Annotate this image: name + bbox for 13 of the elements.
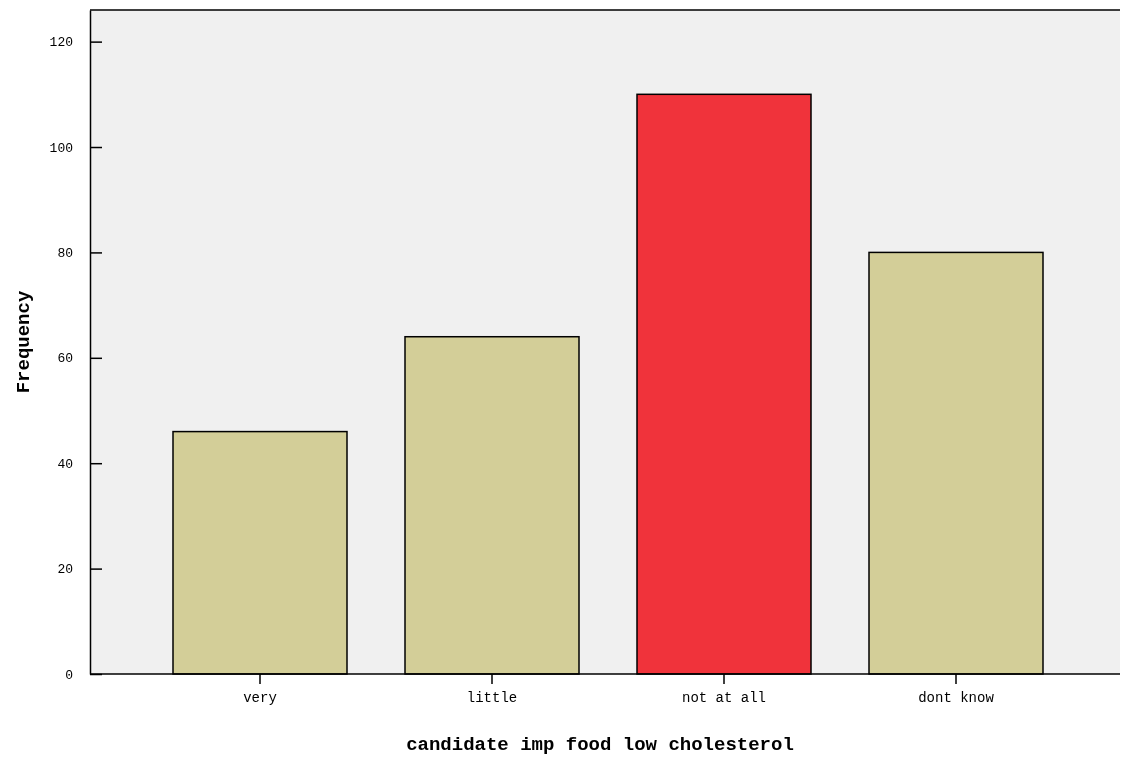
y-tick-label: 20 — [57, 562, 73, 578]
x-tick-label: little — [466, 690, 518, 707]
y-tick-label: 80 — [57, 246, 73, 262]
y-axis-title: Frequency — [13, 290, 35, 394]
x-tick-label: dont know — [918, 690, 995, 707]
x-tick-label: very — [243, 690, 277, 707]
y-tick-label: 60 — [57, 351, 73, 367]
y-tick-label: 40 — [57, 456, 73, 472]
x-tick-label: not at all — [681, 690, 767, 707]
y-tick-label: 120 — [49, 35, 73, 51]
y-tick-label: 0 — [65, 667, 73, 683]
x-axis-title: candidate imp food low cholesterol — [406, 734, 794, 756]
y-tick-label: 100 — [49, 140, 73, 156]
